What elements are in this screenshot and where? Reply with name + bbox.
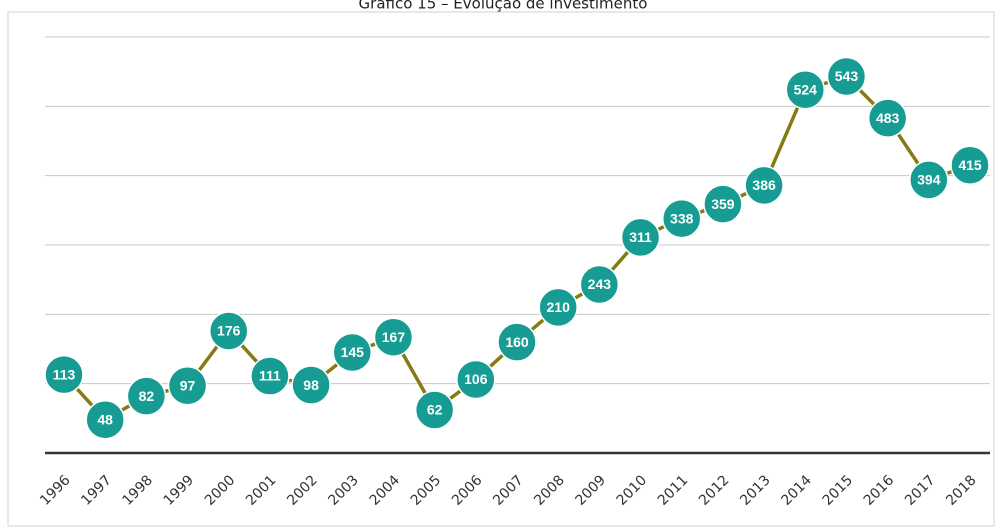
- x-tick-label: 2005: [408, 472, 445, 509]
- data-label: 97: [180, 377, 196, 393]
- data-label: 524: [794, 81, 818, 97]
- data-label: 210: [547, 299, 571, 315]
- data-point: [291, 365, 331, 405]
- data-point: [950, 145, 990, 186]
- x-tick-label: 2000: [202, 472, 239, 509]
- data-label: 386: [752, 177, 776, 193]
- x-tick-label: 2014: [778, 472, 815, 509]
- data-label: 106: [464, 371, 488, 387]
- data-label: 394: [917, 172, 941, 188]
- x-tick-label: 2010: [614, 472, 651, 509]
- data-point: [909, 160, 949, 200]
- x-tick-label: 2009: [573, 472, 610, 509]
- data-point: [497, 322, 537, 362]
- data-label: 48: [97, 411, 113, 427]
- data-point: [661, 198, 702, 239]
- data-point: [167, 365, 208, 406]
- x-tick-label: 2004: [367, 472, 404, 509]
- data-label: 113: [53, 366, 76, 382]
- data-label: 359: [711, 196, 735, 212]
- data-label: 176: [217, 323, 241, 339]
- x-tick-label: 1998: [120, 472, 157, 509]
- data-point: [332, 332, 373, 373]
- x-tick-label: 1997: [78, 472, 115, 509]
- data-point: [414, 390, 455, 430]
- data-point: [826, 56, 867, 97]
- x-tick-label: 2016: [861, 472, 898, 509]
- x-tick-label: 2008: [531, 472, 568, 509]
- x-tick-label: 2015: [820, 472, 857, 509]
- data-label: 483: [876, 110, 900, 126]
- x-tick-label: 2017: [902, 472, 939, 509]
- data-label: 338: [670, 210, 694, 226]
- chart-title: Gráfico 15 – Evolução de investimento: [359, 0, 648, 13]
- x-tick-label: 2001: [243, 472, 280, 509]
- data-label: 111: [259, 368, 281, 384]
- data-point: [620, 217, 661, 258]
- data-point: [538, 287, 578, 328]
- x-tick-label: 2003: [325, 472, 362, 509]
- data-point: [703, 184, 743, 224]
- data-point: [44, 354, 84, 395]
- data-point: [85, 399, 125, 440]
- data-label: 311: [629, 229, 652, 245]
- data-point: [744, 165, 784, 206]
- data-label: 62: [427, 402, 443, 418]
- data-point: [579, 264, 620, 305]
- chart-border: [7, 11, 995, 527]
- x-tick-label: 2002: [284, 472, 321, 509]
- x-tick-label: 2007: [490, 472, 527, 509]
- data-point: [373, 317, 414, 357]
- data-point: [250, 356, 290, 396]
- data-label: 160: [505, 334, 529, 350]
- x-tick-label: 2011: [655, 472, 692, 509]
- x-tick-label: 2013: [737, 472, 774, 509]
- data-label: 145: [341, 344, 365, 360]
- data-point: [785, 69, 826, 110]
- data-label: 167: [382, 329, 406, 345]
- data-point: [208, 311, 249, 351]
- data-point: [126, 376, 167, 416]
- x-tick-label: 1996: [37, 472, 74, 509]
- data-point: [456, 359, 496, 400]
- x-tick-label: 2018: [943, 472, 980, 509]
- data-label: 415: [958, 157, 982, 173]
- x-tick-label: 1999: [161, 472, 198, 509]
- data-line: [62, 74, 971, 422]
- data-label: 82: [139, 388, 155, 404]
- x-tick-label: 2006: [449, 472, 486, 509]
- data-point: [867, 98, 908, 138]
- data-label: 243: [588, 276, 612, 292]
- data-label: 98: [303, 377, 319, 393]
- x-tick-label: 2012: [696, 472, 733, 509]
- data-label: 543: [835, 68, 859, 84]
